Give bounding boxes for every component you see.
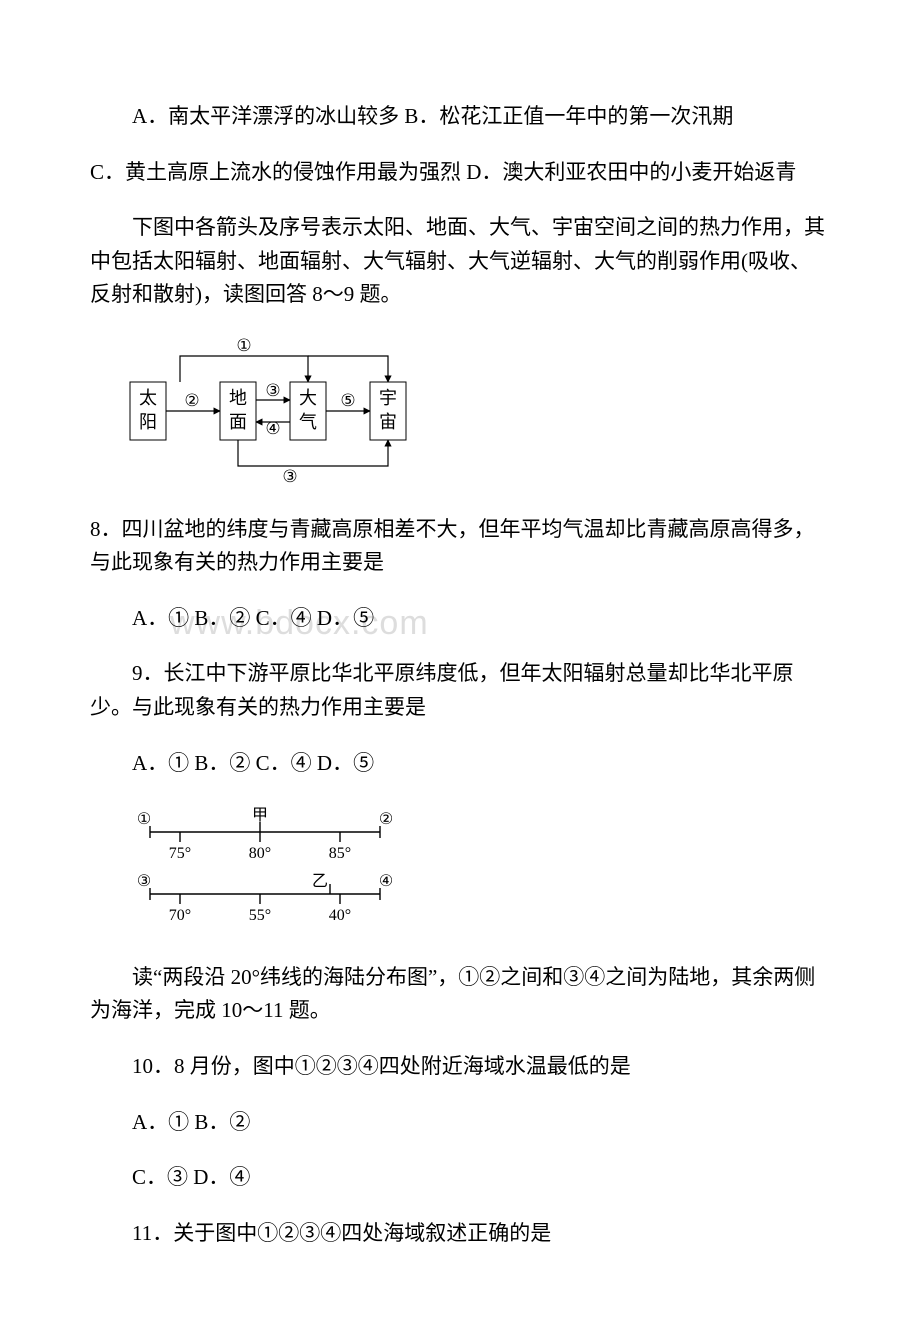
box-atmos-l2: 气 bbox=[299, 412, 317, 432]
l1-t2: 85° bbox=[329, 845, 351, 862]
intro-8-9: 下图中各箭头及序号表示太阳、地面、大气、宇宙空间之间的热力作用，其中包括太阳辐射… bbox=[90, 211, 830, 312]
q8-options: A．① B．② C．④ D．⑤ bbox=[90, 602, 830, 636]
l2-right: ④ bbox=[379, 873, 393, 890]
diagram-sea-land: ① 甲 ② 75° 80° 85° ③ 乙 ④ 70° 55° 40° bbox=[120, 802, 830, 943]
l1-t0: 75° bbox=[169, 845, 191, 862]
option-line-cd: C．黄土高原上流水的侵蚀作用最为强烈 D．澳大利亚农田中的小麦开始返青 bbox=[90, 156, 830, 190]
q9-options: A．① B．② C．④ D．⑤ bbox=[90, 747, 830, 781]
box-sun-l2: 阳 bbox=[139, 412, 157, 432]
q10-stem: 10．8 月份，图中①②③④四处附近海域水温最低的是 bbox=[90, 1050, 830, 1084]
box-space-l1: 宇 bbox=[379, 388, 397, 408]
q8-stem: 8．四川盆地的纬度与青藏高原相差不大，但年平均气温却比青藏高原高得多，与此现象有… bbox=[90, 513, 830, 580]
lbl-three: ③ bbox=[265, 381, 280, 400]
l2-t2: 40° bbox=[329, 907, 351, 924]
box-ground-l1: 地 bbox=[229, 388, 247, 408]
l1-right: ② bbox=[379, 811, 393, 828]
l2-left: ③ bbox=[137, 873, 151, 890]
diagram-heat-exchange: 太 阳 地 面 大 气 宇 宙 bbox=[120, 334, 830, 495]
lbl-five: ⑤ bbox=[340, 391, 355, 410]
box-sun-l1: 太 bbox=[139, 388, 157, 408]
lbl-three-b: ③ bbox=[282, 467, 297, 484]
l1-t1: 80° bbox=[249, 845, 271, 862]
q9-stem: 9．长江中下游平原比华北平原纬度低，但年太阳辐射总量却比华北平原少。与此现象有关… bbox=[90, 657, 830, 724]
q10-opt-cd: C．③ D．④ bbox=[90, 1161, 830, 1195]
lbl-two: ② bbox=[184, 391, 199, 410]
l1-mid: 甲 bbox=[252, 807, 268, 824]
intro-10-11: 读“两段沿 20°纬线的海陆分布图”，①②之间和③④之间为陆地，其余两侧为海洋，… bbox=[90, 961, 830, 1028]
q11-stem: 11．关于图中①②③④四处海域叙述正确的是 bbox=[90, 1217, 830, 1251]
option-line-ab: A．南太平洋漂浮的冰山较多 B．松花江正值一年中的第一次汛期 bbox=[90, 100, 830, 134]
lbl-one: ① bbox=[236, 336, 251, 355]
box-ground-l2: 面 bbox=[229, 412, 247, 432]
l2-mid: 乙 bbox=[312, 873, 328, 890]
lbl-four: ④ bbox=[265, 419, 280, 438]
l2-t0: 70° bbox=[169, 907, 191, 924]
box-atmos-l1: 大 bbox=[299, 388, 317, 408]
l2-t1: 55° bbox=[249, 907, 271, 924]
q10-opt-ab: A．① B．② bbox=[90, 1106, 830, 1140]
box-space-l2: 宙 bbox=[379, 412, 397, 432]
l1-left: ① bbox=[137, 811, 151, 828]
